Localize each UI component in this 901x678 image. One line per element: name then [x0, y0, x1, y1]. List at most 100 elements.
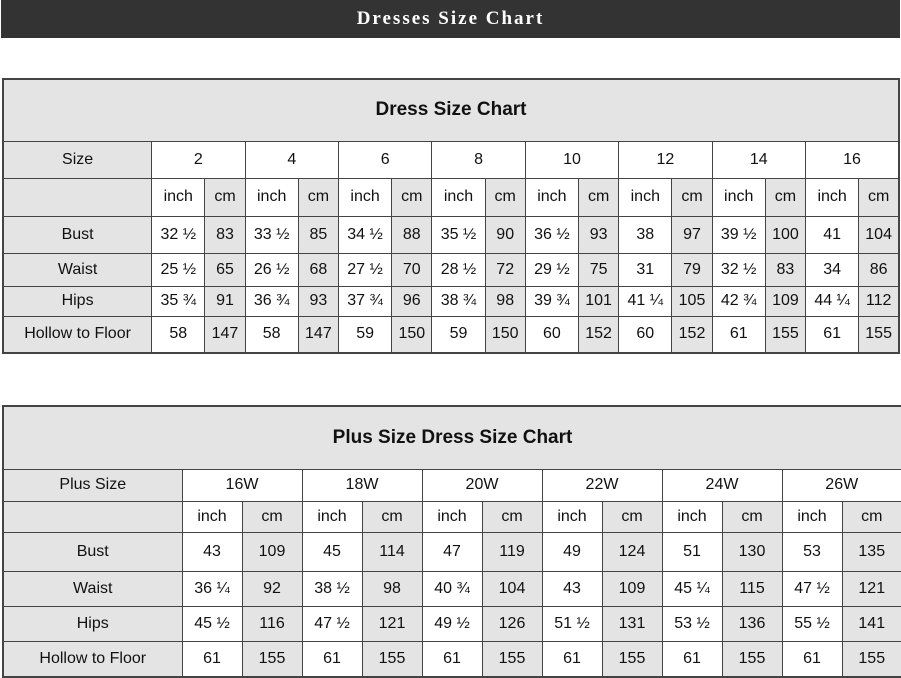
size-header: 10 [524, 140, 620, 179]
inch-value: 38 [618, 215, 673, 254]
inch-value: 44 ¼ [804, 285, 860, 317]
size-header: 14 [711, 140, 807, 179]
cm-value: 93 [297, 285, 339, 317]
cm-value: 126 [481, 605, 543, 642]
unit-cm: cm [841, 500, 901, 533]
inch-value: 35 ¾ [151, 285, 206, 317]
dress-size-table: Dress Size Chart Size 2 4 6 8 10 12 14 16 inch cm in… [2, 78, 900, 354]
inch-value: 60 [524, 315, 580, 354]
cm-value: 121 [841, 570, 901, 607]
page-banner: Dresses Size Chart [1, 0, 900, 38]
unit-cm: cm [721, 500, 783, 533]
measurement-label: Bust [2, 531, 183, 572]
size-header: 26W [781, 468, 901, 502]
inch-value: 61 [661, 640, 723, 678]
cm-value: 109 [601, 570, 663, 607]
inch-value: 53 ½ [661, 605, 723, 642]
cm-value: 155 [764, 315, 807, 354]
inch-value: 45 [301, 531, 363, 572]
unit-inch: inch [524, 177, 580, 217]
table-row: Waist 36 ¼ 92 38 ½ 98 40 ¾ 104 43 109 45 ¼ 115 47 ½… [2, 570, 901, 607]
cm-value: 104 [858, 215, 900, 254]
inch-value: 32 ½ [151, 215, 206, 254]
inch-value: 47 [421, 531, 483, 572]
cm-value: 131 [601, 605, 663, 642]
cm-value: 155 [841, 640, 901, 678]
cm-value: 114 [361, 531, 423, 572]
unit-inch: inch [151, 177, 206, 217]
unit-inch: inch [541, 500, 603, 533]
inch-value: 61 [181, 640, 243, 678]
unit-inch: inch [301, 500, 363, 533]
inch-value: 61 [541, 640, 603, 678]
cm-value: 83 [764, 252, 807, 287]
cm-value: 85 [297, 215, 339, 254]
inch-value: 60 [618, 315, 673, 354]
cm-value: 105 [671, 285, 713, 317]
size-header: 18W [301, 468, 423, 502]
unit-cm: cm [297, 177, 339, 217]
inch-value: 61 [301, 640, 363, 678]
size-header: 16W [181, 468, 303, 502]
size-header: 2 [151, 140, 246, 179]
inch-value: 39 ½ [711, 215, 766, 254]
cm-value: 141 [841, 605, 901, 642]
measurement-label: Hips [2, 605, 183, 642]
inch-value: 45 ¼ [661, 570, 723, 607]
measurement-label: Hollow to Floor [2, 315, 153, 354]
inch-value: 58 [151, 315, 206, 354]
unit-inch: inch [431, 177, 486, 217]
inch-value: 40 ¾ [421, 570, 483, 607]
unit-inch: inch [661, 500, 723, 533]
unit-inch: inch [781, 500, 843, 533]
inch-value: 58 [244, 315, 299, 354]
inch-value: 43 [541, 570, 603, 607]
cm-value: 112 [858, 285, 900, 317]
unit-cm: cm [241, 500, 303, 533]
inch-value: 43 [181, 531, 243, 572]
cm-value: 116 [241, 605, 303, 642]
cm-value: 147 [204, 315, 246, 354]
cm-value: 100 [764, 215, 807, 254]
table-row: Hollow to Floor 58 147 58 147 59 150 59 150 60 152… [2, 315, 900, 354]
unit-inch: inch [804, 177, 860, 217]
cm-value: 83 [204, 215, 246, 254]
inch-value: 47 ½ [301, 605, 363, 642]
cm-value: 98 [484, 285, 526, 317]
inch-value: 51 ½ [541, 605, 603, 642]
inch-value: 41 ¼ [618, 285, 673, 317]
unit-inch: inch [337, 177, 393, 217]
cm-value: 115 [721, 570, 783, 607]
cm-value: 152 [578, 315, 620, 354]
inch-value: 49 ½ [421, 605, 483, 642]
inch-value: 61 [711, 315, 766, 354]
inch-value: 53 [781, 531, 843, 572]
inch-value: 61 [804, 315, 860, 354]
plus-size-table: Plus Size Dress Size Chart Plus Size 16W 18… [2, 405, 901, 678]
cm-value: 152 [671, 315, 713, 354]
cm-value: 155 [858, 315, 900, 354]
cm-value: 96 [391, 285, 433, 317]
unit-cm: cm [671, 177, 713, 217]
unit-cm: cm [578, 177, 620, 217]
cm-value: 109 [764, 285, 807, 317]
table-row: Bust 32 ½ 83 33 ½ 85 34 ½ 88 35 ½ 90 36 ½ 93 38 97 39… [2, 215, 900, 254]
cm-value: 86 [858, 252, 900, 287]
chart-title: Dress Size Chart [2, 78, 900, 142]
cm-value: 68 [297, 252, 339, 287]
chart-title: Plus Size Dress Size Chart [2, 405, 901, 470]
size-header: 12 [618, 140, 713, 179]
unit-cm: cm [764, 177, 807, 217]
unit-inch: inch [421, 500, 483, 533]
unit-row-label [2, 177, 153, 217]
inch-value: 26 ½ [244, 252, 299, 287]
inch-value: 55 ½ [781, 605, 843, 642]
cm-value: 101 [578, 285, 620, 317]
inch-value: 36 ¼ [181, 570, 243, 607]
inch-value: 36 ¾ [244, 285, 299, 317]
cm-value: 155 [241, 640, 303, 678]
table-row: Hollow to Floor 61 155 61 155 61 155 61 155 61 155… [2, 640, 901, 678]
cm-value: 88 [391, 215, 433, 254]
inch-value: 59 [337, 315, 393, 354]
